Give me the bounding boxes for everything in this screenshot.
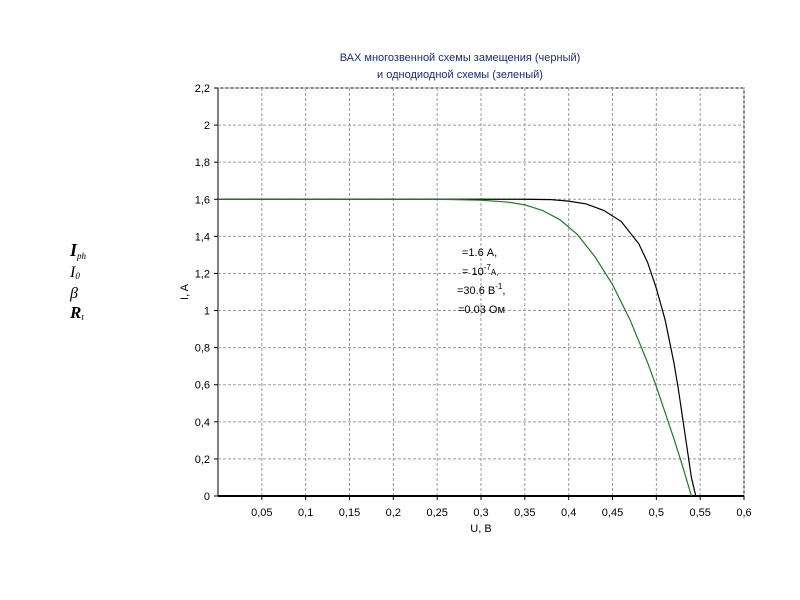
- annotation-rt: =0.03 Ом: [458, 304, 505, 316]
- chart-title-line2: и однодиодной схемы (зеленый): [377, 69, 543, 81]
- annotation-beta: =30.6 В-1,: [457, 282, 505, 297]
- y-tick-label: 1,2: [195, 268, 210, 280]
- x-tick-labels: 0,05 0,1 0,15 0,2 0,25 0,3 0,35 0,4 0,45 0,5 0,55 0…: [251, 496, 752, 519]
- y-tick-label: 0: [204, 491, 210, 503]
- x-tick-label: 0,55: [689, 507, 710, 519]
- y-tick-labels: 0 0,2 0,4 0,6 0,8 1 1,2 1,4 1,6 1,8 2 2,2: [195, 83, 218, 503]
- y-tick-label: 0,2: [195, 454, 210, 466]
- annotation-iph: =1.6 А,: [462, 247, 497, 259]
- annotation-i0: = 10-7А,: [462, 263, 498, 278]
- y-tick-label: 1,8: [195, 157, 210, 169]
- symbol-rt: Rt: [69, 303, 84, 322]
- series-line-1: [218, 198, 692, 497]
- symbol-i0-sub: 0: [75, 271, 80, 281]
- y-tick-label: 2: [204, 120, 210, 132]
- series-line-0: [218, 198, 697, 497]
- annotation-i0-unit: А,: [491, 268, 499, 277]
- x-axis-label: U, В: [470, 523, 491, 535]
- y-tick-label: 0,6: [195, 380, 210, 392]
- symbol-i0-base: I: [69, 264, 76, 281]
- annotation-i0-base: = 10: [462, 266, 484, 278]
- symbol-beta: β: [69, 285, 78, 302]
- symbol-iph-sub: ph: [76, 251, 87, 261]
- x-tick-label: 0,6: [736, 507, 751, 519]
- y-tick-label: 1,6: [195, 194, 210, 206]
- symbol-i0: I0: [69, 264, 80, 281]
- symbol-rt-base: R: [69, 303, 81, 322]
- x-tick-label: 0,35: [514, 507, 535, 519]
- chart-title-line1: ВАХ многозвенной схемы замещения (черный…: [340, 52, 581, 64]
- y-tick-label: 0,4: [195, 417, 210, 429]
- symbol-rt-sub: t: [81, 312, 84, 322]
- x-tick-label: 0,1: [298, 507, 313, 519]
- x-tick-label: 0,2: [386, 507, 401, 519]
- annotation-beta-base: =30.6 В: [457, 285, 495, 297]
- symbol-iph-base: I: [69, 240, 78, 260]
- y-tick-label: 1: [204, 306, 210, 318]
- x-tick-label: 0,25: [426, 507, 447, 519]
- annotation-beta-comma: ,: [502, 285, 505, 297]
- symbol-iph: Iph: [69, 240, 87, 261]
- annotation-i0-exp: -7: [484, 263, 492, 272]
- y-axis-label: I, A: [179, 283, 191, 300]
- x-tick-label: 0,4: [561, 507, 576, 519]
- x-tick-label: 0,5: [649, 507, 664, 519]
- x-tick-label: 0,3: [473, 507, 488, 519]
- x-tick-label: 0,45: [602, 507, 623, 519]
- y-tick-label: 0,8: [195, 343, 210, 355]
- y-tick-label: 1,4: [195, 231, 210, 243]
- series-lines: [218, 198, 697, 497]
- x-tick-label: 0,05: [251, 507, 272, 519]
- x-tick-label: 0,15: [339, 507, 360, 519]
- annotation-beta-exp: -1: [495, 282, 503, 291]
- y-tick-label: 2,2: [195, 83, 210, 95]
